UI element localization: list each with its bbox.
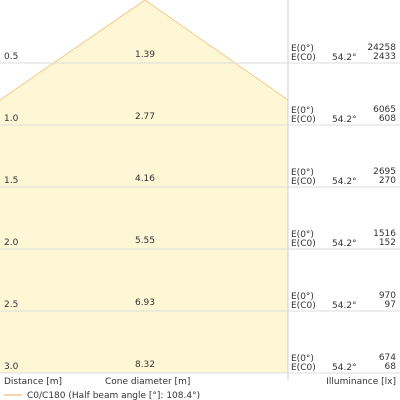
angle: 54.2° [332, 301, 357, 311]
distance: 1.0 [4, 114, 19, 124]
distance: 2.0 [4, 238, 19, 248]
e0-value: 1516 [373, 229, 396, 239]
e0-label: E(0°) [291, 44, 314, 54]
angle: 54.2° [332, 177, 357, 187]
ec0-value: 97 [385, 300, 396, 310]
e0-value: 2695 [373, 167, 396, 177]
illuminance-header: Illuminance [lx] [326, 377, 396, 387]
angle: 54.2° [332, 53, 357, 63]
diameter: 2.77 [135, 112, 155, 122]
diameter: 1.39 [135, 50, 155, 60]
angle: 54.2° [332, 115, 357, 125]
angle: 54.2° [332, 363, 357, 373]
ec0-value: 68 [385, 362, 397, 372]
cone-outline [0, 0, 289, 101]
diameter: 8.32 [135, 360, 155, 370]
distance: 2.5 [4, 300, 18, 310]
e0-value: 674 [379, 353, 396, 363]
ec0-label: E(C0) [291, 115, 316, 125]
diameter: 6.93 [135, 298, 155, 308]
distance-header: Distance [m] [4, 377, 62, 387]
diameter-header: Cone diameter [m] [105, 377, 190, 387]
e0-value: 24258 [367, 43, 396, 53]
ec0-label: E(C0) [291, 363, 316, 373]
e0-value: 970 [379, 291, 396, 301]
e0-label: E(0°) [291, 168, 314, 178]
ec0-value: 2433 [373, 52, 396, 62]
distance: 0.5 [4, 52, 18, 62]
ec0-value: 152 [379, 238, 396, 248]
legend-label: C0/C180 (Half beam angle [°]: 108.4°) [27, 391, 200, 400]
ec0-label: E(C0) [291, 301, 316, 311]
diameter: 4.16 [135, 174, 155, 184]
diameter: 5.55 [135, 236, 155, 246]
distance: 1.5 [4, 176, 18, 186]
e0-label: E(0°) [291, 354, 314, 364]
ec0-label: E(C0) [291, 239, 316, 249]
e0-label: E(0°) [291, 106, 314, 116]
ec0-label: E(C0) [291, 53, 316, 63]
ec0-value: 608 [379, 114, 396, 124]
e0-value: 6065 [373, 105, 396, 115]
ec0-value: 270 [379, 176, 396, 186]
ec0-label: E(C0) [291, 177, 316, 187]
angle: 54.2° [332, 239, 357, 249]
distance: 3.0 [4, 362, 19, 372]
e0-label: E(0°) [291, 230, 314, 240]
e0-label: E(0°) [291, 292, 314, 302]
